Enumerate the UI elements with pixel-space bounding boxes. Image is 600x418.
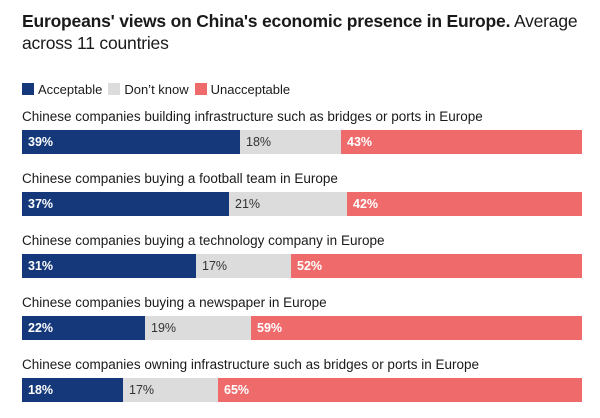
category-label: Chinese companies owning infrastructure … [22,357,479,372]
bar-segment-acceptable: 31% [22,254,196,278]
bar-segment-unacceptable: 65% [218,378,582,402]
legend-item-acceptable: Acceptable [22,82,102,97]
bar-segment-unacceptable: 52% [291,254,582,278]
bar-row: Chinese companies buying a newspaper in … [22,294,582,356]
bar-segment-acceptable: 39% [22,130,240,154]
bar-row: Chinese companies owning infrastructure … [22,356,582,418]
legend-item-dont-know: Don’t know [108,81,189,97]
stacked-bar: 31% 17% 52% [22,254,582,278]
legend-swatch-dont-know [108,83,121,95]
chart-subtitle: Average across 11 countries [22,11,578,53]
bar-segment-acceptable: 22% [22,316,145,340]
bar-row: Chinese companies buying a technology co… [22,232,582,294]
category-label: Chinese companies buying a technology co… [22,233,385,248]
bar-segment-acceptable: 37% [22,192,229,216]
legend-swatch-acceptable [22,83,34,95]
stacked-bar: 39% 18% 43% [22,130,582,154]
bar-segment-dont-know: 18% [240,130,341,154]
legend-label-dont-know: Don’t know [124,81,189,97]
legend-swatch-unacceptable [194,83,207,95]
bar-segment-unacceptable: 42% [347,192,582,216]
bar-rows: Chinese companies building infrastructur… [22,108,582,418]
category-label: Chinese companies buying a football team… [22,171,338,186]
bar-segment-dont-know: 19% [145,316,251,340]
legend-item-unacceptable: Unacceptable [194,81,291,97]
chart-title-main: Europeans' views on China's economic pre… [22,11,511,31]
chart-title: Europeans' views on China's economic pre… [22,10,582,54]
bar-segment-dont-know: 17% [123,378,218,402]
category-label: Chinese companies building infrastructur… [22,109,483,124]
stacked-bar: 37% 21% 42% [22,192,582,216]
stacked-bar: 18% 17% 65% [22,378,582,402]
legend-label-acceptable: Acceptable [38,81,103,97]
legend: Acceptable Don’t know Unacceptable [22,81,296,97]
bar-segment-unacceptable: 59% [251,316,582,340]
bar-row: Chinese companies buying a football team… [22,170,582,232]
bar-segment-acceptable: 18% [22,378,123,402]
legend-label-unacceptable: Unacceptable [210,81,291,97]
bar-row: Chinese companies building infrastructur… [22,108,582,170]
bar-segment-unacceptable: 43% [341,130,582,154]
bar-segment-dont-know: 17% [196,254,291,278]
category-label: Chinese companies buying a newspaper in … [22,295,327,310]
bar-segment-dont-know: 21% [229,192,347,216]
stacked-bar: 22% 19% 59% [22,316,582,340]
